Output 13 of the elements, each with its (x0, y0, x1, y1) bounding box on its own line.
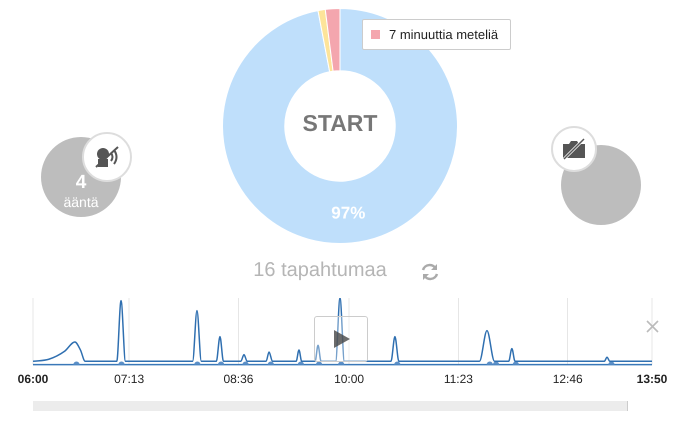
x-tick-label: 11:23 (444, 372, 474, 386)
text: 4 (74, 172, 88, 194)
x-tick-label: 07:13 (114, 372, 144, 386)
x-tick-label: 06:00 (18, 372, 49, 386)
text: 16 tapahtumaa (252, 259, 388, 282)
x-tick-label: 13:50 (636, 372, 668, 386)
x-tick-label: 08:36 (223, 372, 254, 386)
legend-label: 7 minuuttia meteliä (389, 27, 498, 42)
text: START (302, 110, 378, 137)
x-tick-label: 12:46 (552, 372, 584, 386)
text: ääntä (62, 194, 100, 210)
data-label: 97% (331, 204, 366, 223)
x-tick-label: 10:00 (334, 372, 364, 386)
